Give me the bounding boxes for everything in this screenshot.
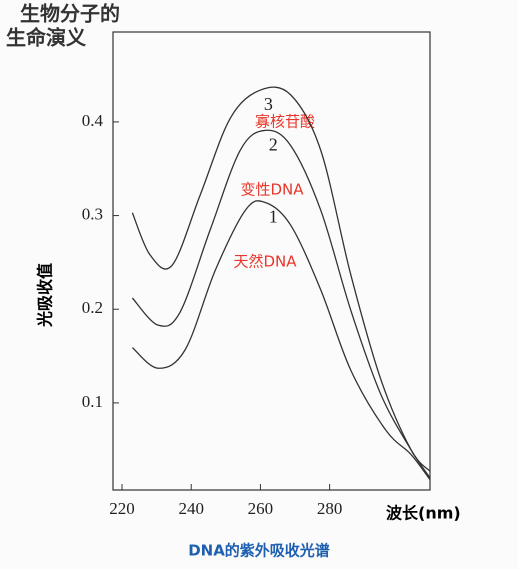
x-tick-label: 280 xyxy=(317,499,343,518)
y-tick-label: 0.2 xyxy=(82,298,103,317)
line-series xyxy=(131,86,431,472)
annotation: 寡核苷酸 xyxy=(255,113,315,131)
y-tick-label: 0.3 xyxy=(82,204,103,223)
series-label: 3 xyxy=(264,94,273,114)
x-tick-label: 240 xyxy=(178,499,204,518)
logo-line: 生物分子的 xyxy=(20,2,120,26)
annotation: 天然DNA xyxy=(233,253,297,271)
x-axis-label: 波长(nm) xyxy=(386,504,461,523)
line-series xyxy=(131,200,431,481)
logo-line: 生命演义 xyxy=(6,26,86,50)
x-tick-label: 260 xyxy=(248,499,274,518)
x-tick-label: 220 xyxy=(109,499,135,518)
y-axis-label: 光吸收值 xyxy=(36,263,55,328)
annotation: 变性DNA xyxy=(240,181,304,199)
y-tick-label: 0.4 xyxy=(82,111,104,130)
plot-frame xyxy=(112,31,431,491)
series-label: 1 xyxy=(269,207,278,227)
line-series xyxy=(131,129,431,479)
caption: DNA的紫外吸收光谱 xyxy=(188,542,330,560)
y-tick-label: 0.1 xyxy=(82,392,103,411)
series-label: 2 xyxy=(269,134,278,154)
